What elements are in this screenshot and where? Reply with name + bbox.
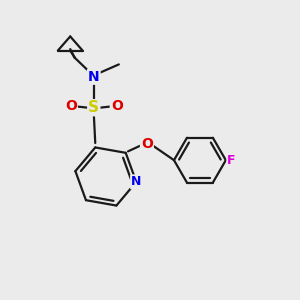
Text: N: N [131, 176, 142, 188]
Text: O: O [65, 99, 77, 113]
Text: N: N [88, 70, 100, 84]
Text: O: O [111, 99, 123, 113]
Text: S: S [88, 100, 99, 115]
Text: O: O [141, 137, 153, 151]
Text: F: F [227, 154, 236, 167]
